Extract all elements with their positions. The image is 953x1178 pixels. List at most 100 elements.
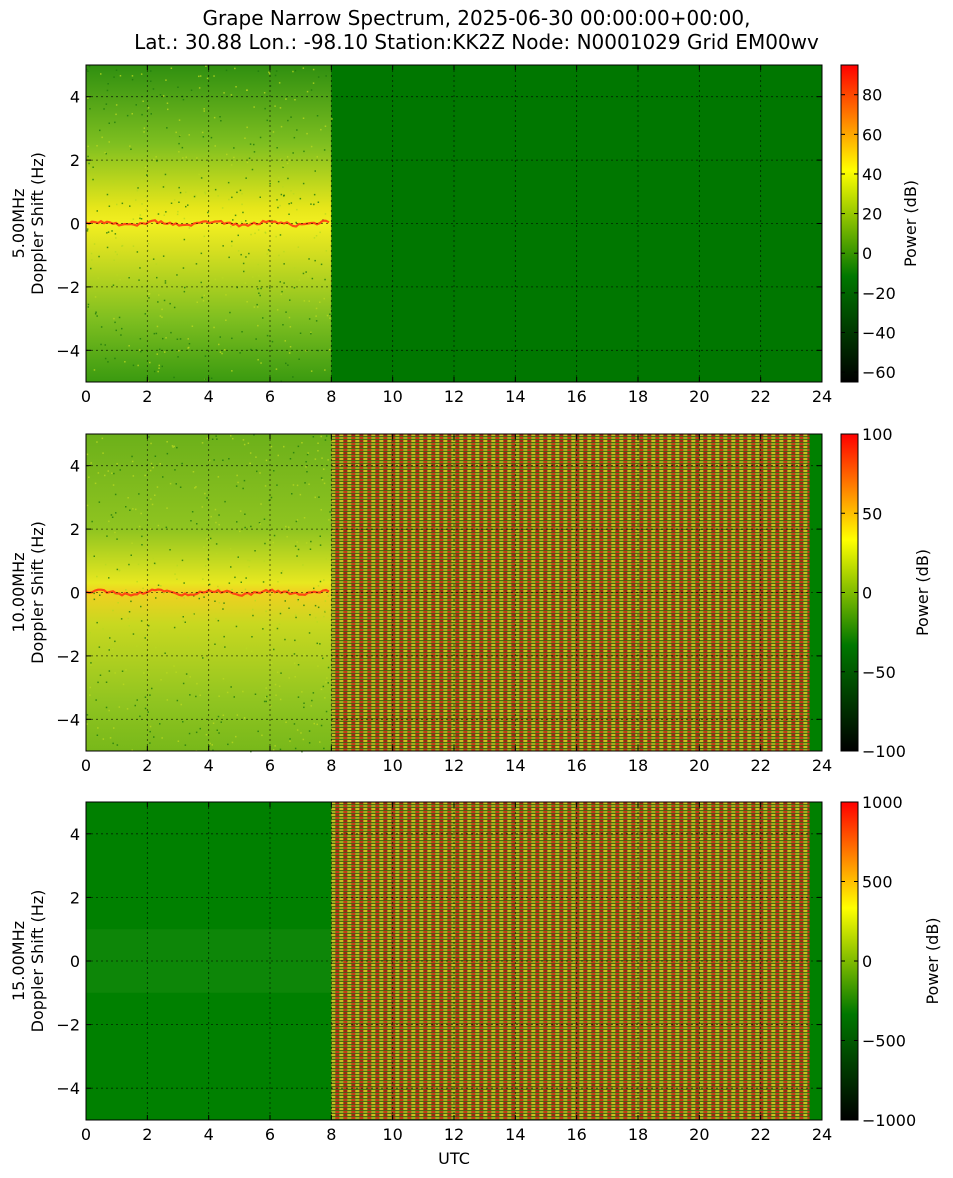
noise-speck bbox=[178, 349, 180, 352]
noise-speck bbox=[307, 275, 309, 278]
noise-speck bbox=[229, 548, 232, 550]
x-tick-label: 0 bbox=[81, 756, 91, 775]
noise-speck bbox=[215, 435, 217, 437]
noise-speck bbox=[262, 628, 264, 630]
noise-speck bbox=[246, 301, 248, 303]
noise-speck bbox=[279, 107, 282, 109]
noise-speck bbox=[233, 147, 235, 149]
noise-speck bbox=[147, 624, 150, 627]
noise-speck bbox=[313, 722, 315, 725]
noise-speck bbox=[279, 612, 282, 615]
noise-speck bbox=[244, 137, 246, 139]
noise-speck bbox=[253, 151, 256, 153]
noise-speck bbox=[100, 326, 103, 328]
noise-speck bbox=[252, 608, 254, 611]
noise-speck bbox=[132, 245, 135, 247]
noise-speck bbox=[309, 548, 312, 550]
noise-speck bbox=[86, 68, 88, 71]
noise-speck bbox=[314, 458, 317, 460]
noise-speck bbox=[208, 281, 211, 283]
noise-speck bbox=[263, 633, 265, 636]
y-tick-label: 0 bbox=[70, 584, 80, 603]
noise-speck bbox=[151, 503, 154, 506]
noise-speck bbox=[159, 315, 162, 317]
noise-speck bbox=[96, 734, 99, 736]
noise-speck bbox=[278, 254, 280, 257]
noise-speck bbox=[86, 634, 89, 636]
noise-speck bbox=[135, 104, 137, 106]
noise-speck bbox=[297, 600, 299, 602]
noise-speck bbox=[303, 604, 305, 607]
noise-speck bbox=[144, 637, 146, 639]
noise-speck bbox=[296, 484, 299, 487]
noise-speck bbox=[280, 380, 282, 382]
noise-speck bbox=[216, 729, 218, 731]
noise-speck bbox=[164, 280, 167, 282]
noise-speck bbox=[171, 445, 174, 447]
noise-speck bbox=[303, 706, 305, 709]
noise-speck bbox=[225, 319, 227, 321]
noise-speck bbox=[257, 70, 260, 72]
noise-speck bbox=[105, 103, 108, 105]
noise-speck bbox=[97, 472, 100, 474]
noise-speck bbox=[287, 589, 290, 592]
x-tick-label: 4 bbox=[204, 756, 214, 775]
noise-speck bbox=[152, 88, 155, 90]
noise-speck bbox=[142, 100, 144, 102]
noise-speck bbox=[236, 474, 238, 477]
noise-speck bbox=[224, 349, 226, 351]
noise-speck bbox=[213, 116, 216, 119]
noise-speck bbox=[143, 127, 146, 129]
noise-speck bbox=[202, 270, 204, 272]
noise-speck bbox=[315, 235, 318, 237]
noise-speck bbox=[107, 231, 110, 233]
noise-speck bbox=[207, 84, 209, 87]
noise-speck bbox=[157, 524, 160, 527]
noise-speck bbox=[243, 717, 246, 719]
noise-speck bbox=[289, 346, 292, 348]
noise-speck bbox=[187, 204, 189, 206]
noise-speck bbox=[305, 461, 307, 463]
noise-speck bbox=[211, 744, 213, 746]
noise-speck bbox=[89, 632, 91, 634]
noise-speck bbox=[234, 214, 237, 217]
noise-speck bbox=[196, 157, 198, 159]
noise-speck bbox=[151, 687, 153, 690]
noise-speck bbox=[218, 524, 220, 526]
noise-speck bbox=[139, 217, 141, 220]
noise-speck bbox=[201, 296, 203, 299]
noise-speck bbox=[158, 294, 160, 296]
x-tick-label: 24 bbox=[812, 756, 832, 775]
noise-speck bbox=[198, 173, 200, 176]
noise-speck bbox=[222, 678, 225, 680]
noise-speck bbox=[309, 614, 311, 616]
noise-speck bbox=[290, 116, 292, 118]
noise-speck bbox=[219, 351, 222, 353]
noise-speck bbox=[325, 250, 328, 252]
noise-speck bbox=[136, 699, 138, 701]
noise-speck bbox=[218, 588, 221, 591]
noise-speck bbox=[190, 520, 192, 522]
noise-speck bbox=[303, 300, 306, 302]
noise-speck bbox=[258, 555, 260, 558]
noise-speck bbox=[249, 222, 252, 224]
noise-speck bbox=[146, 174, 148, 176]
noise-speck bbox=[257, 324, 259, 327]
noise-speck bbox=[130, 148, 132, 150]
noise-speck bbox=[324, 125, 327, 127]
noise-speck bbox=[181, 146, 184, 149]
noise-speck bbox=[318, 496, 320, 498]
noise-speck bbox=[176, 213, 179, 216]
noise-speck bbox=[104, 357, 107, 360]
noise-speck bbox=[250, 525, 252, 528]
noise-speck bbox=[222, 608, 224, 610]
noise-speck bbox=[196, 682, 198, 685]
colorbar-tick-label: −1000 bbox=[862, 1111, 916, 1130]
noise-speck bbox=[147, 380, 150, 383]
noise-speck bbox=[314, 259, 316, 262]
noise-speck bbox=[239, 352, 241, 354]
noise-speck bbox=[178, 119, 181, 121]
noise-speck bbox=[209, 537, 212, 540]
noise-speck bbox=[139, 267, 141, 269]
colorbar: −100 −50 0 50 100 Power (dB) bbox=[840, 425, 932, 761]
